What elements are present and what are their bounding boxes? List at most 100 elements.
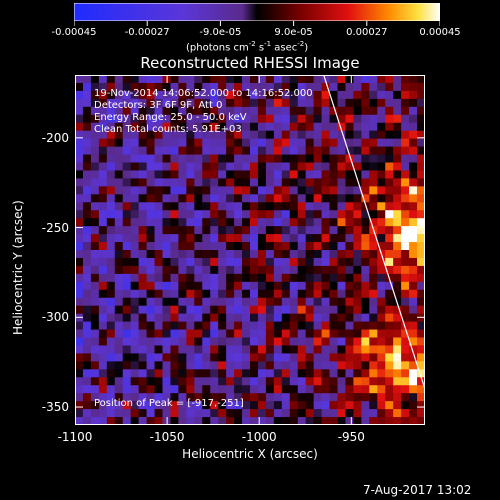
heatmap-cell <box>130 130 140 140</box>
heatmap-cell <box>106 90 116 100</box>
heatmap-cell <box>257 273 267 283</box>
heatmap-cell <box>218 329 227 338</box>
heatmap-cell <box>242 106 251 116</box>
heatmap-cell <box>186 273 195 283</box>
heatmap-cell <box>146 90 155 100</box>
heatmap-cell <box>90 321 100 330</box>
heatmap-cell <box>329 122 338 132</box>
heatmap-cell <box>353 194 362 203</box>
heatmap-cell <box>345 146 354 155</box>
heatmap-cell <box>202 202 211 211</box>
heatmap-cell <box>114 242 124 251</box>
heatmap-cell <box>281 377 291 386</box>
heatmap-cell <box>289 417 299 425</box>
heatmap-cell <box>289 242 299 251</box>
heatmap-cell <box>250 202 259 211</box>
heatmap-cell <box>345 289 354 299</box>
heatmap-cell <box>273 162 283 171</box>
heatmap-cell <box>202 130 211 140</box>
heatmap-cell <box>234 210 243 219</box>
heatmap-cell <box>202 281 211 291</box>
heatmap-cell <box>242 138 251 147</box>
heatmap-cell <box>202 377 211 386</box>
heatmap-cell <box>377 194 386 203</box>
heatmap-cell <box>337 234 346 243</box>
heatmap-cell <box>345 401 354 410</box>
heatmap-cell <box>162 194 171 203</box>
heatmap-cell <box>337 265 346 275</box>
heatmap-cell <box>82 369 92 378</box>
heatmap-cell <box>353 361 362 370</box>
heatmap-cell <box>265 90 275 100</box>
heatmap-cell <box>154 321 163 330</box>
heatmap-cell <box>130 329 140 338</box>
heatmap-cell <box>106 321 116 330</box>
heatmap-cell <box>234 265 243 275</box>
heatmap-cell <box>114 313 124 322</box>
heatmap-cell <box>313 289 322 299</box>
heatmap-cell <box>98 154 108 163</box>
heatmap-cell <box>353 385 362 394</box>
heatmap-cell <box>385 82 394 92</box>
heatmap-cell <box>313 210 322 219</box>
heatmap-cell <box>265 82 275 92</box>
heatmap-cell <box>186 114 195 124</box>
heatmap-cell <box>345 265 354 275</box>
heatmap-cell <box>75 162 84 171</box>
heatmap-cell <box>393 353 402 362</box>
heatmap-cell <box>337 353 346 362</box>
heatmap-cell <box>393 345 402 354</box>
heatmap-cell <box>170 170 179 179</box>
heatmap-cell <box>417 321 425 330</box>
heatmap-cell <box>122 178 132 187</box>
heatmap-cell <box>273 98 283 108</box>
heatmap-cell <box>409 393 418 402</box>
x-axis-label: Heliocentric X (arcsec) <box>182 447 318 461</box>
heatmap-cell <box>138 417 147 425</box>
heatmap-cell <box>170 329 179 338</box>
heatmap-cell <box>226 75 235 84</box>
heatmap-cell <box>202 90 211 100</box>
heatmap-cell <box>345 154 354 163</box>
heatmap-cell <box>401 154 410 163</box>
heatmap-cell <box>313 337 322 346</box>
heatmap-cell <box>417 265 425 275</box>
heatmap-cell <box>385 90 394 100</box>
heatmap-cell <box>321 146 330 155</box>
heatmap-cell <box>170 202 179 211</box>
heatmap-cell <box>234 202 243 211</box>
heatmap-cell <box>130 234 140 243</box>
heatmap-cell <box>329 154 338 163</box>
heatmap-cell <box>146 162 155 171</box>
heatmap-cell <box>138 82 147 92</box>
heatmap-cell <box>250 281 259 291</box>
heatmap-cell <box>138 210 147 219</box>
heatmap-cell <box>202 321 211 330</box>
heatmap-cell <box>130 409 140 418</box>
heatmap-cell <box>218 130 227 140</box>
heatmap-cell <box>393 361 402 370</box>
heatmap-cell <box>361 154 370 163</box>
heatmap-cell <box>345 106 354 116</box>
heatmap-cell <box>265 234 275 243</box>
heatmap-cell <box>369 369 378 378</box>
heatmap-cell <box>146 313 155 322</box>
heatmap-cell <box>305 75 315 84</box>
heatmap-cell <box>417 194 425 203</box>
heatmap-cell <box>353 138 362 147</box>
heatmap-cell <box>369 250 378 259</box>
heatmap-cell <box>194 377 203 386</box>
heatmap-cell <box>202 273 211 283</box>
heatmap-cell <box>417 98 425 108</box>
heatmap-cell <box>226 417 235 425</box>
heatmap-cell <box>202 345 211 354</box>
heatmap-cell <box>186 170 195 179</box>
heatmap-cell <box>337 377 346 386</box>
heatmap-cell <box>337 90 346 100</box>
heatmap-cell <box>401 297 410 307</box>
heatmap-cell <box>393 313 402 322</box>
heatmap-cell <box>337 281 346 291</box>
heatmap-cell <box>218 385 227 394</box>
heatmap-cell <box>146 138 155 147</box>
heatmap-cell <box>345 234 354 243</box>
